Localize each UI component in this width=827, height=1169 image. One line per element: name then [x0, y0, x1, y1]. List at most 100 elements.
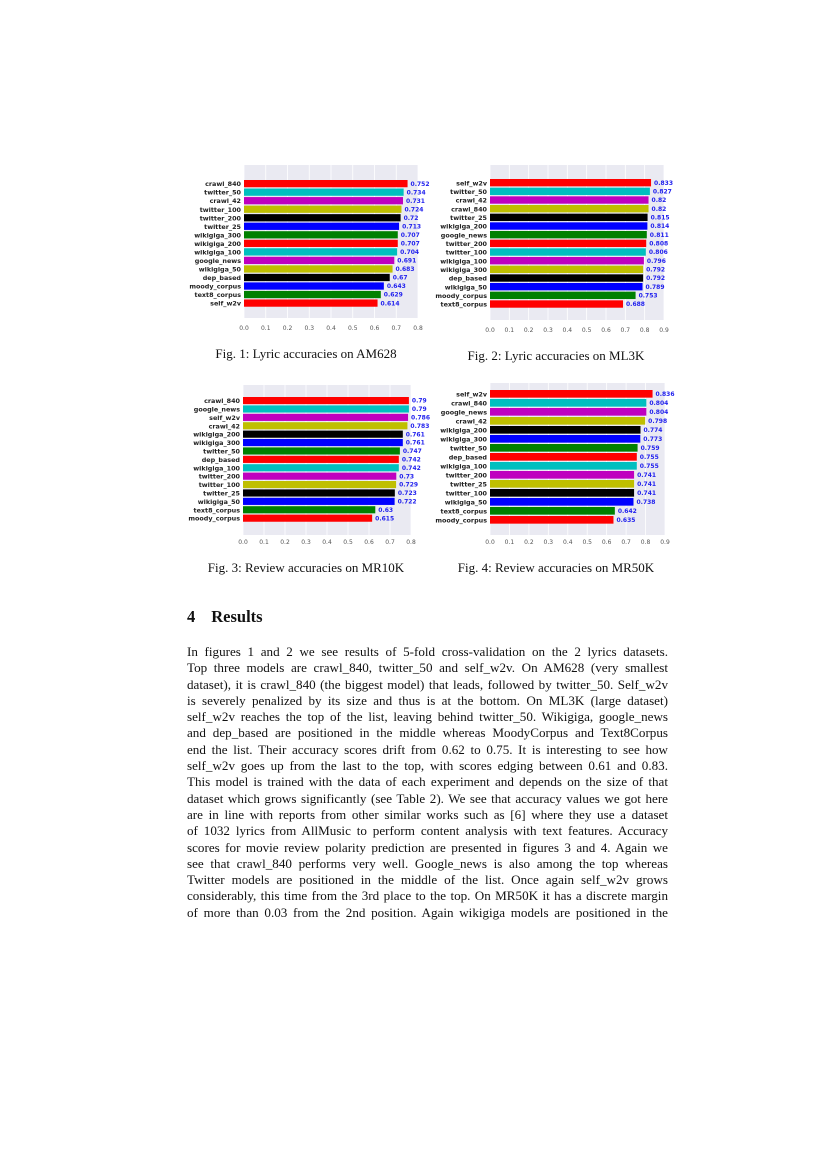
x-tick-label: 0.3 — [304, 325, 314, 332]
figure-4-chart: 0.0 0.1 0.2 0.3 0.4 0.5 0.6 0.7 0.8 0.9 self_w2v 0.… — [430, 380, 680, 560]
x-tick-label: 0.5 — [582, 539, 592, 546]
value-label: 0.741 — [637, 481, 656, 488]
value-label: 0.742 — [402, 457, 421, 464]
bar — [490, 462, 637, 470]
bar — [490, 480, 635, 488]
x-tick-label: 0.4 — [563, 539, 573, 546]
bar — [244, 273, 390, 282]
value-label: 0.759 — [641, 445, 660, 452]
bar — [244, 290, 381, 299]
category-label: wikigiga_300 — [194, 231, 241, 239]
value-label: 0.731 — [406, 198, 425, 205]
value-label: 0.741 — [637, 490, 656, 497]
category-label: twitter_50 — [450, 188, 487, 196]
value-label: 0.724 — [404, 206, 423, 213]
category-label: moody_corpus — [435, 517, 487, 525]
category-label: twitter_25 — [204, 223, 241, 231]
category-label: crawl_840 — [204, 397, 240, 405]
category-label: wikigiga_100 — [193, 464, 240, 472]
bar — [490, 205, 649, 213]
category-label: twitter_25 — [203, 489, 240, 497]
category-label: crawl_840 — [205, 180, 241, 188]
category-label: twitter_200 — [446, 472, 488, 480]
x-tick-label: 0.8 — [413, 325, 423, 332]
value-label: 0.774 — [644, 427, 663, 434]
value-label: 0.67 — [393, 275, 408, 282]
category-label: dep_based — [449, 454, 488, 462]
value-label: 0.73 — [399, 473, 414, 480]
value-label: 0.752 — [411, 181, 430, 188]
value-label: 0.789 — [646, 284, 665, 291]
x-tick-label: 0.6 — [370, 325, 380, 332]
category-label: wikigiga_50 — [198, 498, 241, 506]
value-label: 0.792 — [646, 267, 665, 274]
bar — [243, 447, 400, 455]
category-label: text8_corpus — [441, 508, 488, 516]
category-label: crawl_840 — [451, 205, 487, 213]
value-label: 0.815 — [651, 215, 670, 222]
x-tick-label: 0.8 — [406, 539, 416, 546]
value-label: 0.738 — [637, 499, 656, 506]
value-label: 0.79 — [412, 406, 427, 413]
bar — [243, 472, 397, 480]
x-tick-label: 0.7 — [385, 539, 395, 546]
bar — [490, 283, 643, 291]
value-label: 0.753 — [639, 293, 658, 300]
category-label: twitter_50 — [450, 445, 487, 453]
bar — [244, 205, 402, 213]
value-label: 0.635 — [616, 517, 635, 524]
x-tick-label: 0.6 — [364, 539, 374, 546]
category-label: twitter_200 — [199, 473, 241, 481]
category-label: google_news — [195, 257, 241, 265]
figure-2-caption: Fig. 2: Lyric accuracies on ML3K — [467, 348, 645, 363]
category-label: wikigiga_300 — [440, 266, 487, 274]
value-label: 0.691 — [397, 258, 416, 265]
bar — [243, 464, 399, 472]
paragraph-line: and dep_based are positioned in the midd… — [187, 725, 668, 741]
results-paragraph: In figures 1 and 2 we see results of 5-f… — [187, 644, 668, 921]
value-label: 0.707 — [401, 232, 420, 239]
x-tick-label: 0.3 — [301, 539, 311, 546]
value-label: 0.614 — [381, 300, 400, 307]
paragraph-line: of more than 0.03 from the 2nd position.… — [187, 904, 668, 920]
bar — [490, 196, 649, 204]
bar — [490, 453, 637, 461]
category-label: wikigiga_200 — [193, 431, 240, 439]
value-label: 0.723 — [398, 490, 417, 497]
value-label: 0.629 — [384, 292, 403, 299]
category-label: self_w2v — [456, 391, 488, 399]
category-label: wikigiga_50 — [445, 499, 488, 507]
category-label: wikigiga_100 — [194, 248, 241, 256]
paragraph-line: In figures 1 and 2 we see results of 5-f… — [187, 644, 668, 659]
value-label: 0.642 — [618, 508, 637, 515]
category-label: wikigiga_100 — [440, 463, 487, 471]
value-label: 0.72 — [404, 215, 419, 222]
paragraph-line: see that crawl_840 performs very well. G… — [187, 855, 668, 871]
value-label: 0.836 — [656, 391, 675, 398]
bar — [490, 265, 644, 274]
category-label: dep_based — [202, 456, 241, 464]
bar — [244, 231, 398, 239]
value-label: 0.79 — [412, 398, 427, 405]
bar — [490, 390, 653, 398]
value-label: 0.811 — [650, 232, 669, 239]
paragraph-line: are in line with reports from other simi… — [187, 806, 668, 822]
bar — [490, 507, 615, 515]
bar — [490, 471, 635, 479]
x-tick-label: 0.2 — [280, 539, 290, 546]
x-tick-label: 0.9 — [660, 539, 670, 546]
category-label: google_news — [441, 231, 487, 239]
bar — [490, 187, 650, 196]
bar — [244, 299, 378, 307]
category-label: twitter_100 — [200, 206, 242, 214]
bar-chart-svg: 0.0 0.1 0.2 0.3 0.4 0.5 0.6 0.7 0.8 crawl_840 0.75… — [189, 165, 430, 332]
bar — [490, 408, 647, 416]
category-label: twitter_200 — [446, 240, 488, 248]
category-label: twitter_25 — [450, 214, 487, 222]
bar — [244, 180, 408, 188]
bar — [244, 256, 395, 265]
value-label: 0.755 — [640, 463, 659, 470]
bar — [243, 397, 409, 405]
paragraph-line: of 1032 lyrics from AllMusic to perform … — [187, 823, 668, 839]
value-label: 0.804 — [649, 409, 668, 416]
